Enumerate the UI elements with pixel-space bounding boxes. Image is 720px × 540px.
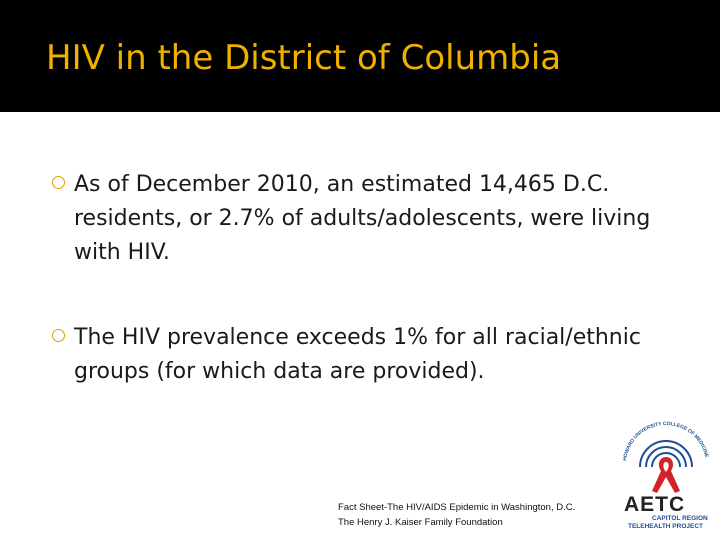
source-line: The Henry J. Kaiser Family Foundation bbox=[338, 517, 503, 528]
source-citation: Fact Sheet-The HIV/AIDS Epidemic in Wash… bbox=[338, 500, 575, 530]
aetc-logo: HOWARD UNIVERSITY COLLEGE OF MEDICINE AE… bbox=[612, 405, 720, 530]
bullet-circle-icon bbox=[52, 329, 65, 342]
logo-title: AETC bbox=[624, 493, 686, 516]
slide-title: HIV in the District of Columbia bbox=[46, 38, 562, 78]
bullet-circle-icon bbox=[52, 176, 65, 189]
bullet-text: As of December 2010, an estimated 14,465… bbox=[74, 172, 651, 265]
logo-subtitle-1: CAPITOL REGION bbox=[652, 515, 708, 522]
title-bar: HIV in the District of Columbia bbox=[0, 0, 720, 112]
bullet-item: As of December 2010, an estimated 14,465… bbox=[52, 168, 692, 270]
logo-graphic: HOWARD UNIVERSITY COLLEGE OF MEDICINE bbox=[622, 421, 709, 493]
logo-subtitle-2: TELEHEALTH PROJECT bbox=[628, 523, 703, 530]
red-ribbon-icon bbox=[652, 457, 680, 493]
bullet-item: The HIV prevalence exceeds 1% for all ra… bbox=[52, 321, 692, 389]
bullet-text: The HIV prevalence exceeds 1% for all ra… bbox=[74, 325, 641, 384]
source-line: Fact Sheet-The HIV/AIDS Epidemic in Wash… bbox=[338, 502, 576, 513]
